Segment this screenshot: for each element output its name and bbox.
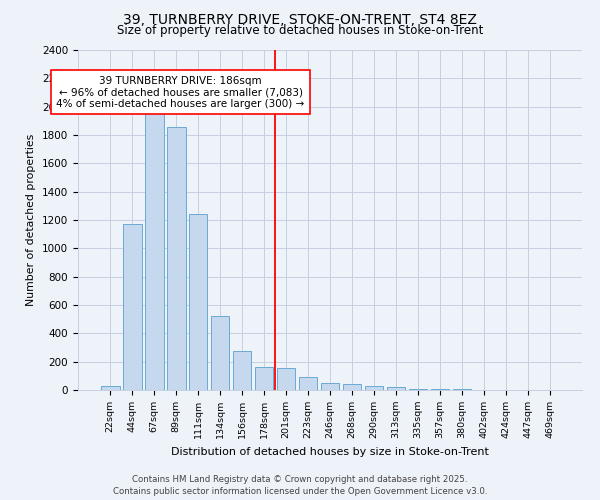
- Bar: [211, 316, 229, 390]
- Bar: [255, 368, 274, 390]
- Text: 39, TURNBERRY DRIVE, STOKE-ON-TRENT, ST4 8EZ: 39, TURNBERRY DRIVE, STOKE-ON-TRENT, ST4…: [123, 12, 477, 26]
- Bar: [365, 386, 383, 390]
- Bar: [320, 383, 340, 390]
- Bar: [167, 127, 185, 390]
- Bar: [189, 214, 208, 390]
- Text: 39 TURNBERRY DRIVE: 186sqm
← 96% of detached houses are smaller (7,083)
4% of se: 39 TURNBERRY DRIVE: 186sqm ← 96% of deta…: [56, 76, 305, 108]
- Text: Contains HM Land Registry data © Crown copyright and database right 2025.
Contai: Contains HM Land Registry data © Crown c…: [113, 474, 487, 496]
- Bar: [386, 387, 405, 390]
- Bar: [233, 351, 251, 390]
- Bar: [145, 112, 164, 390]
- Bar: [277, 368, 295, 390]
- Y-axis label: Number of detached properties: Number of detached properties: [26, 134, 37, 306]
- Bar: [343, 384, 361, 390]
- Bar: [299, 376, 317, 390]
- Bar: [101, 386, 119, 390]
- Text: Size of property relative to detached houses in Stoke-on-Trent: Size of property relative to detached ho…: [117, 24, 483, 37]
- X-axis label: Distribution of detached houses by size in Stoke-on-Trent: Distribution of detached houses by size …: [171, 446, 489, 456]
- Bar: [123, 224, 142, 390]
